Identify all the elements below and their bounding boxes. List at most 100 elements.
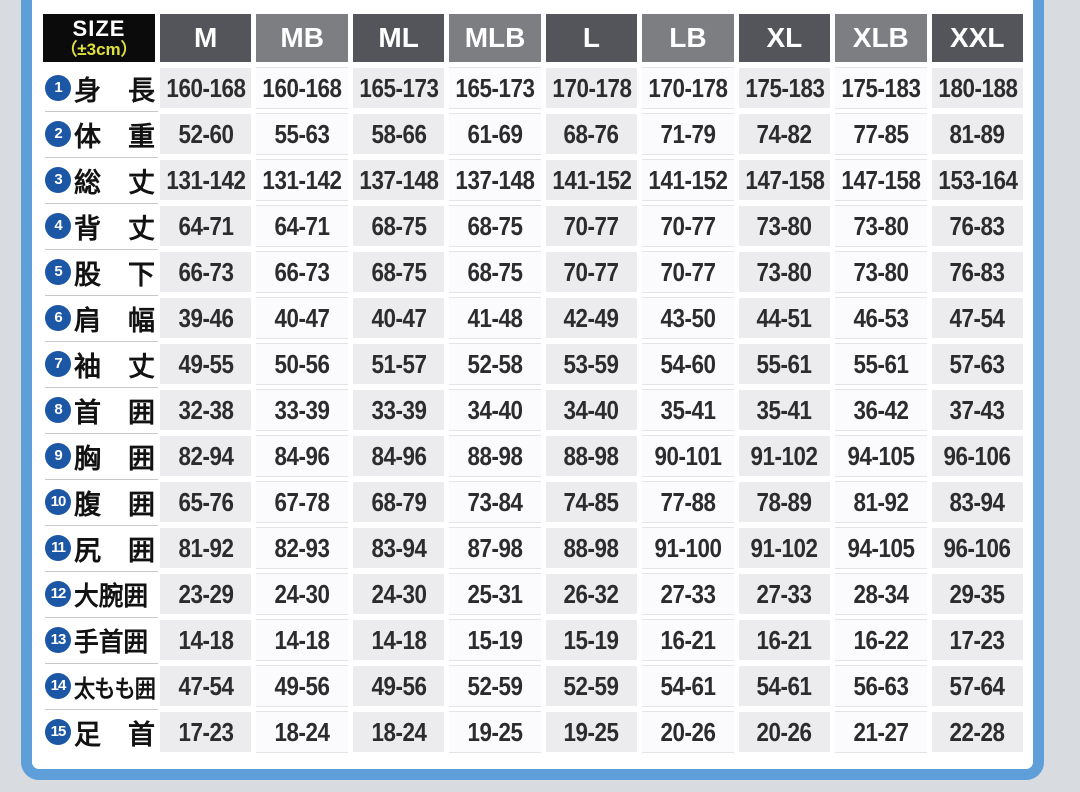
size-value-cell: 141-152 — [545, 160, 638, 200]
table-row: 10 腹 囲 65-76 67-78 68-79 73-84 74-85 77-88 78-89… — [43, 482, 1023, 526]
size-value-cell: 24-30 — [256, 574, 348, 614]
row-number-badge: 4 — [45, 213, 71, 239]
row-number-badge: 14 — [45, 673, 71, 699]
size-value: 32-38 — [178, 394, 234, 425]
size-value-cell: 78-89 — [738, 482, 831, 522]
size-value: 70-77 — [563, 256, 619, 287]
size-value-cell: 66-73 — [256, 252, 348, 292]
size-value-cell: 84-96 — [352, 436, 445, 476]
size-value-cell: 141-152 — [642, 160, 734, 200]
size-value-cell: 175-183 — [738, 68, 831, 108]
size-value: 91-102 — [750, 440, 818, 471]
size-value-cell: 91-102 — [738, 528, 831, 568]
size-value: 49-56 — [371, 670, 427, 701]
table-row: 11 尻 囲 81-92 82-93 83-94 87-98 88-98 91-100 91-1… — [43, 528, 1023, 572]
size-value: 70-77 — [660, 210, 716, 241]
size-value: 51-57 — [371, 348, 427, 379]
size-value-cell: 83-94 — [931, 482, 1023, 522]
size-value-cell: 76-83 — [931, 252, 1023, 292]
row-number-badge: 1 — [45, 75, 71, 101]
size-value: 22-28 — [949, 716, 1005, 747]
size-value-cell: 17-23 — [160, 712, 252, 752]
size-value-cell: 18-24 — [352, 712, 445, 752]
size-value-cell: 17-23 — [931, 620, 1023, 660]
size-value: 70-77 — [660, 256, 716, 287]
size-value: 43-50 — [660, 302, 716, 333]
size-value: 141-152 — [648, 164, 728, 195]
size-value-cell: 76-83 — [931, 206, 1023, 246]
size-value: 66-73 — [274, 256, 330, 287]
size-value-cell: 84-96 — [256, 436, 348, 476]
size-value-cell: 16-22 — [835, 620, 927, 660]
size-value: 170-178 — [648, 72, 728, 103]
size-value: 73-80 — [756, 256, 812, 287]
size-value: 40-47 — [371, 302, 427, 333]
size-value: 25-31 — [467, 578, 523, 609]
size-value-cell: 14-18 — [160, 620, 252, 660]
size-value-cell: 81-92 — [835, 482, 927, 522]
size-value-cell: 55-61 — [835, 344, 927, 384]
size-value-cell: 32-38 — [160, 390, 252, 430]
size-value-cell: 49-55 — [160, 344, 252, 384]
size-value-cell: 18-24 — [256, 712, 348, 752]
size-value-cell: 37-43 — [931, 390, 1023, 430]
row-label: 10 腹 囲 — [43, 482, 158, 526]
size-value: 52-59 — [467, 670, 523, 701]
size-value-cell: 65-76 — [160, 482, 252, 522]
size-value-cell: 165-173 — [449, 68, 541, 108]
size-value-cell: 44-51 — [738, 298, 831, 338]
size-value: 28-34 — [853, 578, 909, 609]
size-value: 24-30 — [371, 578, 427, 609]
size-value: 29-35 — [949, 578, 1005, 609]
size-value: 88-98 — [563, 440, 619, 471]
size-value: 74-82 — [756, 118, 812, 149]
size-value-cell: 81-89 — [931, 114, 1023, 154]
size-value: 65-76 — [178, 486, 234, 517]
size-value: 180-188 — [937, 72, 1017, 103]
size-value-cell: 57-64 — [931, 666, 1023, 706]
size-value-cell: 14-18 — [256, 620, 348, 660]
size-value-cell: 131-142 — [256, 160, 348, 200]
size-value: 147-158 — [745, 164, 825, 195]
size-value-cell: 90-101 — [642, 436, 734, 476]
size-value-cell: 35-41 — [738, 390, 831, 430]
size-value: 17-23 — [178, 716, 234, 747]
row-label: 12 大腕囲 — [43, 574, 158, 618]
size-value-cell: 73-84 — [449, 482, 541, 522]
column-header-xl: XL — [738, 14, 831, 62]
row-number-badge: 12 — [45, 581, 71, 607]
size-value-cell: 67-78 — [256, 482, 348, 522]
size-value-cell: 40-47 — [256, 298, 348, 338]
size-value-cell: 52-58 — [449, 344, 541, 384]
size-value: 88-98 — [563, 532, 619, 563]
row-label-text: 股 下 — [74, 259, 155, 290]
size-value-cell: 21-27 — [835, 712, 927, 752]
size-value: 81-92 — [853, 486, 909, 517]
size-value-cell: 53-59 — [545, 344, 638, 384]
size-value-cell: 68-75 — [352, 252, 445, 292]
size-value: 71-79 — [660, 118, 716, 149]
size-value: 42-49 — [563, 302, 619, 333]
row-label-text: 体 重 — [74, 121, 155, 152]
column-header-l: L — [545, 14, 638, 62]
row-label-text: 太もも囲 — [74, 675, 156, 703]
size-value-cell: 137-148 — [352, 160, 445, 200]
column-header-lb: LB — [642, 14, 734, 62]
size-value-cell: 58-66 — [352, 114, 445, 154]
size-value-cell: 54-60 — [642, 344, 734, 384]
size-value: 16-21 — [660, 624, 716, 655]
size-value: 78-89 — [756, 486, 812, 517]
size-value: 16-22 — [853, 624, 909, 655]
size-value-cell: 24-30 — [352, 574, 445, 614]
row-number-badge: 10 — [45, 489, 71, 515]
size-value: 91-100 — [654, 532, 722, 563]
row-label: 14 太もも囲 — [43, 666, 158, 710]
size-value-cell: 61-69 — [449, 114, 541, 154]
size-value: 41-48 — [467, 302, 523, 333]
